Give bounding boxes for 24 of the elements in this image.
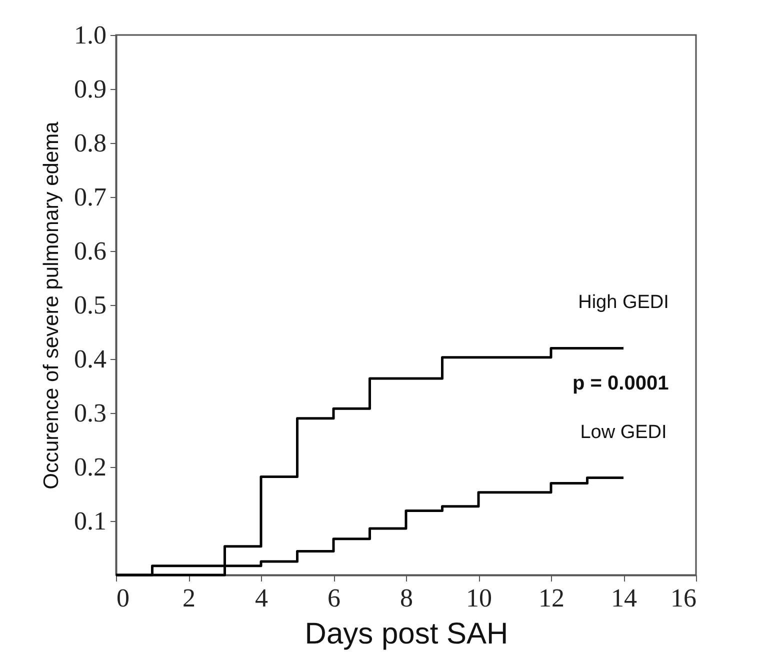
y-tick-label: 0.3 [74, 398, 106, 428]
y-tick-label: 1.0 [74, 20, 106, 50]
y-tick-label: 0.6 [74, 236, 106, 266]
annotation: p = 0.0001 [572, 372, 669, 394]
x-tick-label: 4 [255, 584, 268, 612]
x-tick-label: 12 [538, 584, 564, 612]
x-tick-label: 10 [466, 584, 492, 612]
y-tick-label: 0.9 [74, 74, 106, 104]
series-label: High GEDI [578, 292, 669, 314]
y-tick-label: 0.5 [74, 290, 106, 320]
y-tick-label: 0.1 [74, 506, 106, 536]
x-tick-label: 0 [116, 584, 130, 612]
y-tick-label: 0.7 [74, 182, 106, 212]
x-axis-title: Days post SAH [304, 618, 508, 650]
x-tick-label: 14 [611, 584, 637, 612]
x-tick-label: 6 [328, 584, 340, 612]
y-tick-label: 0.8 [74, 128, 106, 158]
series-label: Low GEDI [580, 422, 667, 443]
y-axis-title: Occurence of severe pulmonary edema [40, 121, 63, 490]
y-tick-label: 0.4 [74, 344, 106, 374]
x-tick-label: 8 [400, 584, 413, 612]
y-tick-label: 0.2 [74, 452, 106, 482]
x-tick-label: 2 [182, 584, 196, 612]
x-tick-label: 16 [670, 584, 696, 612]
